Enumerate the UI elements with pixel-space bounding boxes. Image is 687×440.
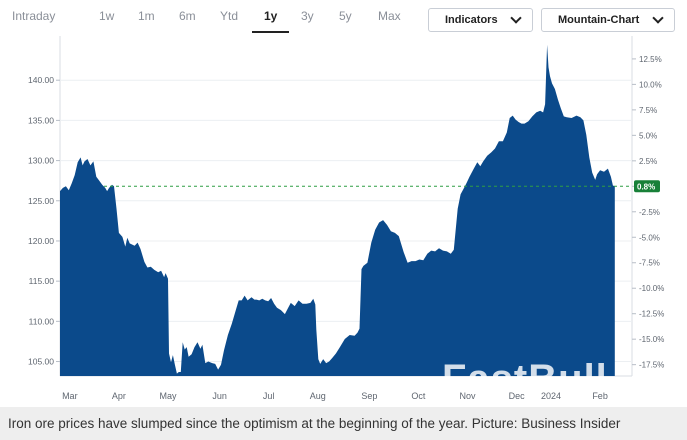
change-badge-text: 0.8%: [637, 182, 655, 191]
time-tick-label: Feb: [592, 391, 608, 401]
chart-type-label: Mountain-Chart: [558, 14, 640, 26]
percent-tick-label: -5.0%: [639, 233, 660, 242]
percent-tick-label: -12.5%: [639, 310, 664, 319]
time-tick-label: Jun: [212, 391, 227, 401]
percent-tick-label: 5.0%: [639, 131, 657, 140]
change-badge-bg: [634, 180, 660, 193]
price-tick-label: 110.00: [29, 316, 55, 326]
image-caption: Iron ore prices have slumped since the o…: [0, 407, 687, 440]
price-axis: 140.00 135.00 130.00 125.00 120.00 115.00 110.…: [28, 75, 60, 367]
indicators-dropdown[interactable]: Indicators: [428, 8, 533, 32]
time-tick-label: Sep: [361, 391, 377, 401]
percent-tick-label: -7.5%: [639, 259, 660, 268]
price-tick-label: 115.00: [29, 276, 55, 286]
tab-ytd[interactable]: Ytd: [220, 9, 239, 23]
percent-tick-label: 2.5%: [639, 157, 657, 166]
time-tick-label: Nov: [460, 391, 477, 401]
tab-max[interactable]: Max: [378, 9, 401, 23]
indicators-label: Indicators: [445, 14, 498, 26]
time-tick-label: 2024: [541, 391, 561, 401]
percent-tick-label: 7.5%: [639, 106, 657, 115]
tab-6m[interactable]: 6m: [179, 9, 196, 23]
price-tick-label: 135.00: [28, 115, 54, 125]
time-tick-label: Oct: [411, 391, 426, 401]
percent-tick-label: 12.5%: [639, 55, 662, 64]
price-chart: 140.00 135.00 130.00 125.00 120.00 115.00 110.…: [28, 36, 664, 401]
active-tab-indicator: [252, 31, 289, 33]
price-tick-label: 125.00: [28, 196, 54, 206]
tab-1y[interactable]: 1y: [264, 9, 278, 23]
watermark-logo: FastBull: [442, 357, 608, 401]
percent-axis: 12.5%10.0%7.5%5.0%2.5%0.0%-2.5%-5.0%-7.5…: [632, 55, 664, 370]
tab-1m[interactable]: 1m: [138, 9, 155, 23]
time-tick-label: Jul: [263, 391, 275, 401]
price-tick-label: 120.00: [28, 236, 54, 246]
time-tick-label: Mar: [62, 391, 78, 401]
price-tick-label: 105.00: [28, 357, 54, 367]
change-badge: 0.8%: [634, 180, 660, 193]
time-axis: Mar Apr May Jun Jul Aug Sep Oct Nov Dec 2024 Feb: [62, 391, 608, 401]
time-tick-label: Apr: [112, 391, 126, 401]
time-tick-label: Aug: [310, 391, 326, 401]
tab-intraday[interactable]: Intraday: [12, 9, 56, 23]
time-tick-label: May: [160, 391, 178, 401]
percent-tick-label: -15.0%: [639, 335, 664, 344]
time-tick-label: Dec: [509, 391, 526, 401]
tab-5y[interactable]: 5y: [339, 9, 352, 23]
price-tick-label: 130.00: [28, 156, 54, 166]
percent-tick-label: -10.0%: [639, 284, 664, 293]
percent-tick-label: -2.5%: [639, 208, 660, 217]
tab-1w[interactable]: 1w: [99, 9, 115, 23]
price-area-series: [60, 44, 615, 377]
percent-tick-label: 10.0%: [639, 80, 662, 89]
tab-3y[interactable]: 3y: [301, 9, 314, 23]
chevron-down-icon: [652, 12, 664, 24]
percent-tick-label: -17.5%: [639, 361, 664, 370]
price-tick-label: 140.00: [28, 75, 54, 85]
chart-type-dropdown[interactable]: Mountain-Chart: [541, 8, 675, 32]
chart-toolbar: Intraday 1w 1m 6m Ytd 1y 3y 5y Max Indic…: [0, 0, 687, 36]
chevron-down-icon: [510, 12, 522, 24]
